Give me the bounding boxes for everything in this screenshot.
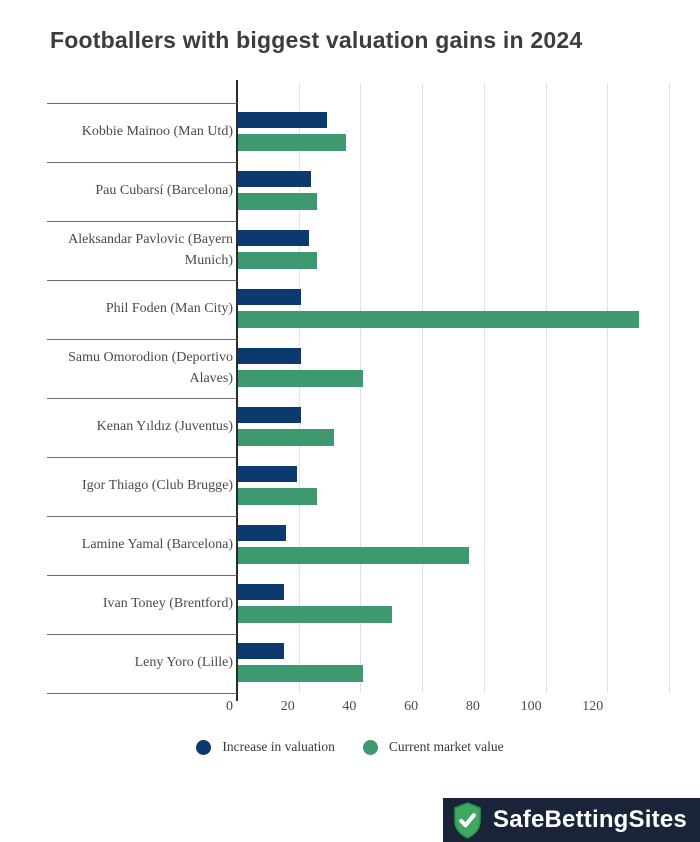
row-separator [47, 103, 237, 104]
page-title: Footballers with biggest valuation gains… [50, 27, 583, 53]
row-separator [47, 634, 237, 635]
bar-increase-in-valuation [238, 171, 311, 187]
increase-legend-dot-icon [196, 739, 212, 755]
bar-increase-in-valuation [238, 112, 328, 128]
bar-current-market-value [238, 547, 470, 564]
gridline [483, 83, 485, 693]
x-tick-label: 60 [404, 699, 419, 714]
row-separator [47, 339, 237, 340]
category-label: Kenan Yıldız (Juventus) [96, 419, 233, 435]
bar-current-market-value [238, 252, 317, 269]
row-separator [47, 280, 237, 281]
row-separator [47, 398, 237, 399]
category-label: Lamine Yamal (Barcelona) [81, 537, 233, 553]
current-legend-dot-icon [362, 739, 378, 755]
bar-increase-in-valuation [238, 348, 302, 364]
row-separator [47, 516, 237, 517]
gridline [669, 83, 670, 693]
legend-item-current: Current market value [362, 739, 504, 755]
bar-current-market-value [238, 429, 334, 446]
category-label: Phil Foden (Man City) [105, 301, 233, 317]
bar-increase-in-valuation [238, 584, 285, 600]
bar-increase-in-valuation [238, 230, 309, 246]
row-separator [47, 575, 237, 576]
bar-current-market-value [238, 488, 317, 505]
bar-current-market-value [238, 606, 393, 623]
category-label: Samu Omorodion (Deportivo Alaves) [68, 350, 233, 386]
gridline [607, 83, 609, 693]
bar-increase-in-valuation [238, 289, 302, 305]
shield-check-icon [452, 801, 483, 839]
bar-current-market-value [238, 311, 640, 328]
logo-text: SafeBettingSites [493, 806, 687, 833]
row-separator [47, 693, 237, 694]
gridline [360, 83, 362, 693]
row-separator [47, 162, 237, 163]
bar-current-market-value [238, 193, 317, 210]
x-tick-label: 120 [582, 699, 604, 714]
legend-label: Increase in valuation [222, 739, 335, 754]
bar-increase-in-valuation [238, 525, 286, 541]
bar-current-market-value [238, 665, 363, 682]
bar-increase-in-valuation [238, 643, 285, 659]
x-tick-label: 20 [280, 699, 295, 714]
legend: Increase in valuation Current market val… [0, 739, 700, 755]
category-label: Kobbie Mainoo (Man Utd) [81, 124, 233, 140]
x-tick-label: 0 [226, 699, 233, 714]
bar-increase-in-valuation [238, 407, 302, 423]
bar-current-market-value [238, 370, 363, 387]
category-label: Pau Cubarsí (Barcelona) [95, 183, 233, 199]
y-axis-line [236, 80, 238, 701]
category-label: Aleksandar Pavlovic (Bayern Munich) [68, 232, 233, 268]
legend-label: Current market value [388, 739, 504, 754]
category-label: Ivan Toney (Brentford) [102, 596, 233, 612]
category-label: Igor Thiago (Club Brugge) [82, 478, 233, 494]
x-tick-label: 80 [465, 699, 480, 714]
bar-current-market-value [238, 134, 346, 151]
gridline [545, 83, 547, 693]
x-tick-label: 100 [520, 699, 542, 714]
row-separator [47, 457, 237, 458]
legend-item-increase: Increase in valuation [196, 739, 335, 755]
bar-increase-in-valuation [238, 466, 297, 482]
row-separator [47, 221, 237, 222]
gridline [298, 83, 300, 693]
category-label: Leny Yoro (Lille) [134, 655, 233, 671]
gridline [422, 83, 424, 693]
safebettingsites-logo: SafeBettingSites [443, 798, 700, 842]
x-tick-label: 40 [342, 699, 357, 714]
